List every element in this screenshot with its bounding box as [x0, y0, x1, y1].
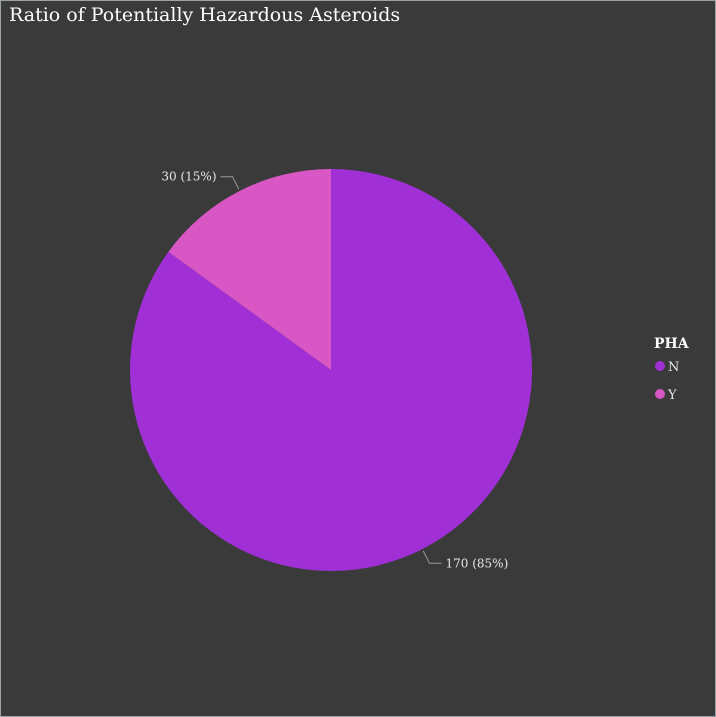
pie-slice-y[interactable]	[168, 169, 331, 370]
pie-slice-n[interactable]	[130, 169, 533, 571]
legend-title: PHA	[654, 336, 690, 352]
data-label-y: 30 (15%)	[161, 170, 216, 184]
chart-title: Ratio of Potentially Hazardous Asteroids	[9, 4, 401, 26]
data-label-n: 170 (85%)	[446, 556, 509, 570]
legend-label-n[interactable]: N	[668, 360, 679, 375]
leader-line-n	[422, 550, 442, 564]
leader-line-y	[220, 176, 240, 190]
legend-label-y[interactable]: Y	[667, 388, 677, 403]
legend-marker-y[interactable]	[655, 389, 665, 399]
legend-marker-n[interactable]	[655, 361, 665, 371]
